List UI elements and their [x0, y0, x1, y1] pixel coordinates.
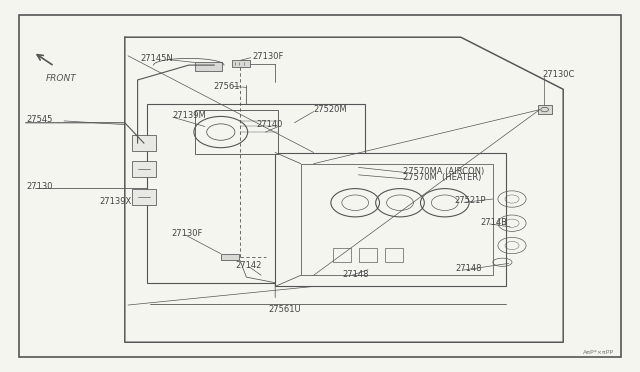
Bar	[333, 248, 351, 262]
Text: 27130C: 27130C	[543, 70, 575, 79]
Bar	[275, 153, 506, 286]
Text: 2714B: 2714B	[480, 218, 507, 227]
Text: 27139M: 27139M	[173, 111, 207, 120]
Text: 27139X: 27139X	[99, 197, 131, 206]
Text: AπP*×πPP: AπP*×πPP	[584, 350, 614, 355]
Bar	[538, 105, 552, 114]
Text: 27140: 27140	[256, 120, 282, 129]
Text: 27130F: 27130F	[252, 52, 284, 61]
Bar	[195, 110, 278, 154]
Text: 27570MA (AIRCON): 27570MA (AIRCON)	[403, 167, 484, 176]
Text: 27130: 27130	[27, 182, 53, 191]
Text: 27130F: 27130F	[172, 229, 203, 238]
Text: 27520M: 27520M	[314, 105, 348, 114]
Bar	[147, 104, 365, 283]
Text: 27545: 27545	[27, 115, 53, 124]
Text: 27145N: 27145N	[140, 54, 173, 63]
Text: 27570M  (HEATER): 27570M (HEATER)	[403, 173, 481, 182]
Text: 27148: 27148	[456, 264, 482, 273]
Bar	[385, 248, 403, 262]
Text: 27561: 27561	[213, 82, 239, 91]
Bar	[359, 248, 377, 262]
Bar	[232, 60, 250, 67]
Bar	[195, 62, 222, 71]
Bar	[132, 135, 156, 151]
Bar	[132, 161, 156, 177]
Bar	[132, 189, 156, 205]
Bar	[301, 164, 493, 275]
Text: 27561U: 27561U	[269, 305, 301, 314]
Text: 27148: 27148	[342, 270, 369, 279]
Text: 27142: 27142	[236, 262, 262, 270]
Bar	[221, 254, 239, 260]
Text: FRONT: FRONT	[46, 74, 77, 83]
Text: 27521P: 27521P	[454, 196, 486, 205]
